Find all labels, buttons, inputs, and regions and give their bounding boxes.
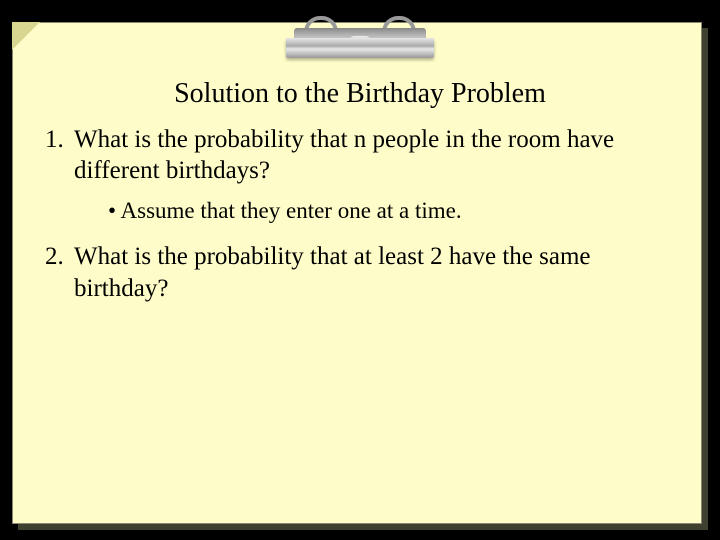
question-1: What is the probability that n people in… xyxy=(74,126,614,184)
clipboard-clip-icon xyxy=(280,22,440,70)
question-2: What is the probability that at least 2 … xyxy=(74,243,591,301)
list-item: What is the probability that at least 2 … xyxy=(70,241,690,304)
topic-label: Discrete Probability xyxy=(605,5,708,20)
list-item: What is the probability that n people in… xyxy=(70,124,690,225)
course-label: ICS 253: Discrete Structures I xyxy=(8,5,162,20)
slide-title: Solution to the Birthday Problem xyxy=(0,78,720,110)
page-fold xyxy=(12,22,40,50)
slide-header: ICS 253: Discrete Structures I 31 Discre… xyxy=(0,2,720,22)
slide-number: 31 xyxy=(305,6,335,18)
slide-content: What is the probability that n people in… xyxy=(30,124,690,312)
question-1-sub: • Assume that they enter one at a time. xyxy=(108,197,690,226)
